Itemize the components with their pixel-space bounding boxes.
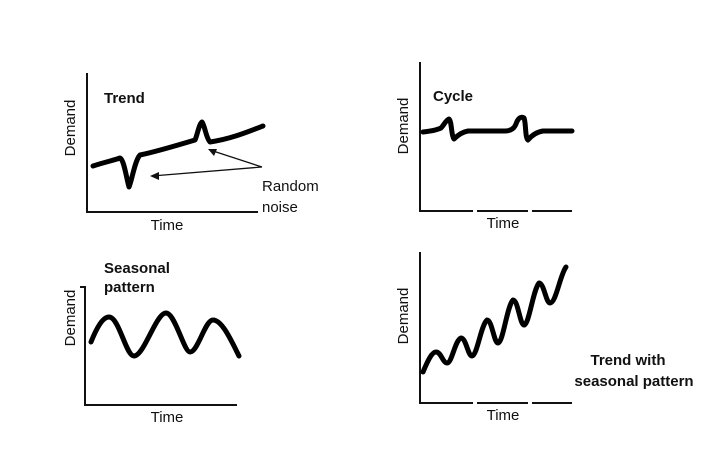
- panel-trend-seasonal: Demand Time Trend with seasonal pattern: [395, 252, 694, 424]
- panel-seasonal: Demand Time Seasonal pattern: [62, 260, 242, 426]
- panel-trend: Demand Time Trend Random noise: [62, 73, 319, 234]
- noise-arrow-2: [209, 149, 263, 168]
- arrowhead: [150, 172, 159, 180]
- annotation-line-1: Random: [262, 178, 319, 195]
- trend-seasonal-curve: [420, 264, 569, 375]
- noise-arrow-1: [151, 166, 263, 177]
- x-axis-label: Time: [151, 409, 184, 426]
- trend-curve: [90, 119, 266, 190]
- y-axis-label: Demand: [395, 288, 412, 345]
- cycle-curve: [420, 114, 575, 143]
- seasonal-curve: [88, 310, 242, 359]
- panel-title-line-1: Seasonal: [104, 260, 170, 277]
- y-axis-label: Demand: [62, 290, 79, 347]
- annotation-line-2: noise: [262, 199, 298, 216]
- panel-title-line-2: pattern: [104, 279, 155, 296]
- arrowhead: [208, 149, 217, 156]
- y-axis-label: Demand: [62, 100, 79, 157]
- panel-title: Trend: [104, 90, 145, 107]
- panel-title: Cycle: [433, 88, 473, 105]
- x-axis-label: Time: [487, 407, 520, 424]
- panel-title-line-1: Trend with: [591, 352, 666, 369]
- panel-cycle: Demand Time Cycle: [395, 62, 575, 232]
- x-axis-label: Time: [487, 215, 520, 232]
- x-axis-label: Time: [151, 217, 184, 234]
- y-axis-label: Demand: [395, 98, 412, 155]
- panel-title-line-2: seasonal pattern: [574, 373, 693, 390]
